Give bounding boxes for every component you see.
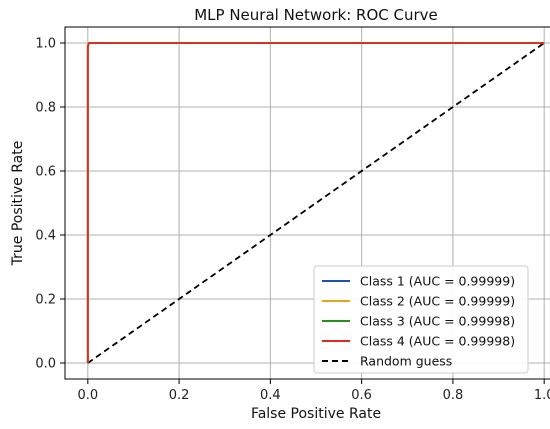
y-tick-label-5: 1.0	[35, 37, 56, 52]
legend-label-5: Random guess	[360, 354, 452, 369]
x-axis-ticks: 0.0 0.2 0.4 0.6 0.8 1.0	[77, 379, 550, 403]
y-axis-ticks: 0.0 0.2 0.4 0.6 0.8 1.0	[35, 37, 65, 372]
x-axis-label: False Positive Rate	[251, 406, 381, 422]
y-tick-label-3: 0.6	[35, 165, 56, 180]
series-layer	[86, 42, 545, 364]
x-tick-label-0: 0.0	[77, 388, 98, 403]
x-tick-label-2: 0.4	[260, 388, 281, 403]
legend-label-1: Class 1 (AUC = 0.99999)	[360, 274, 515, 289]
y-tick-label-1: 0.2	[35, 293, 56, 308]
x-tick-label-3: 0.6	[351, 388, 372, 403]
y-tick-label-2: 0.4	[35, 229, 56, 244]
legend-label-3: Class 3 (AUC = 0.99998)	[360, 314, 515, 329]
x-tick-label-5: 1.0	[534, 388, 550, 403]
plot-frame	[64, 26, 550, 380]
legend: Class 1 (AUC = 0.99999) Class 2 (AUC = 0.…	[313, 265, 529, 374]
series-line-5	[87, 42, 545, 364]
legend-label-4: Class 4 (AUC = 0.99998)	[360, 334, 515, 349]
legend-label-2: Class 2 (AUC = 0.99999)	[360, 294, 515, 309]
y-tick-label-0: 0.0	[35, 357, 56, 372]
y-axis-label: True Positive Rate	[10, 141, 26, 267]
series-line-4	[86, 42, 545, 363]
chart-title: MLP Neural Network: ROC Curve	[194, 6, 438, 24]
legend-box	[313, 265, 529, 374]
x-tick-label-4: 0.8	[443, 388, 464, 403]
y-tick-label-4: 0.8	[35, 101, 56, 116]
x-tick-label-1: 0.2	[169, 388, 190, 403]
